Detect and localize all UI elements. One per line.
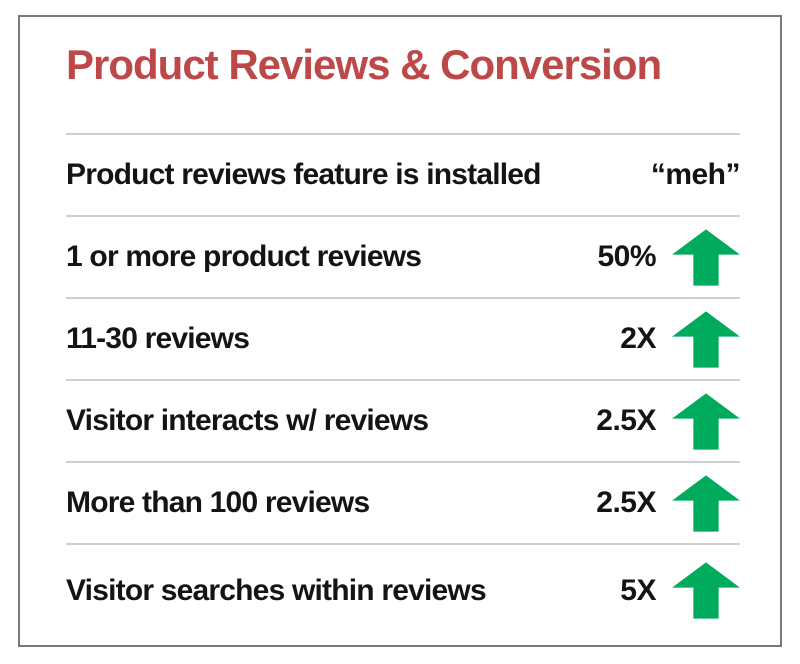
- table-row: 11-30 reviews 2X: [66, 297, 740, 379]
- table-row: Visitor interacts w/ reviews 2.5X: [66, 379, 740, 461]
- up-arrow-icon: [672, 311, 740, 368]
- row-value: 2.5X: [596, 486, 656, 520]
- stats-table: Product reviews feature is installed “me…: [66, 133, 741, 644]
- up-arrow-icon: [672, 562, 740, 619]
- row-value-group: 2.5X: [596, 475, 740, 532]
- row-value: 2.5X: [596, 404, 656, 438]
- row-value-group: 2X: [620, 311, 740, 368]
- row-label: Visitor searches within reviews: [66, 573, 487, 607]
- page-title: Product Reviews & Conversion: [66, 41, 662, 88]
- row-label: More than 100 reviews: [66, 486, 370, 520]
- row-value-group: 5X: [620, 562, 740, 619]
- row-label: 11-30 reviews: [66, 322, 250, 356]
- row-label: Visitor interacts w/ reviews: [66, 404, 429, 438]
- row-label: 1 or more product reviews: [66, 240, 422, 274]
- table-row: Visitor searches within reviews 5X: [66, 543, 740, 644]
- row-value: 50%: [597, 240, 656, 274]
- row-label: Product reviews feature is installed: [66, 158, 542, 192]
- row-value: “meh”: [650, 158, 741, 192]
- table-row: More than 100 reviews 2.5X: [66, 461, 740, 543]
- up-arrow-icon: [672, 229, 740, 286]
- row-value-group: 2.5X: [596, 393, 740, 450]
- row-value: 2X: [620, 322, 656, 356]
- row-value-group: “meh”: [650, 158, 741, 192]
- infographic-card: Product Reviews & Conversion Product rev…: [18, 15, 782, 647]
- up-arrow-icon: [672, 475, 740, 532]
- table-row: Product reviews feature is installed “me…: [66, 133, 741, 215]
- up-arrow-icon: [672, 393, 740, 450]
- row-value: 5X: [620, 573, 656, 607]
- row-value-group: 50%: [597, 229, 740, 286]
- table-row: 1 or more product reviews 50%: [66, 215, 740, 297]
